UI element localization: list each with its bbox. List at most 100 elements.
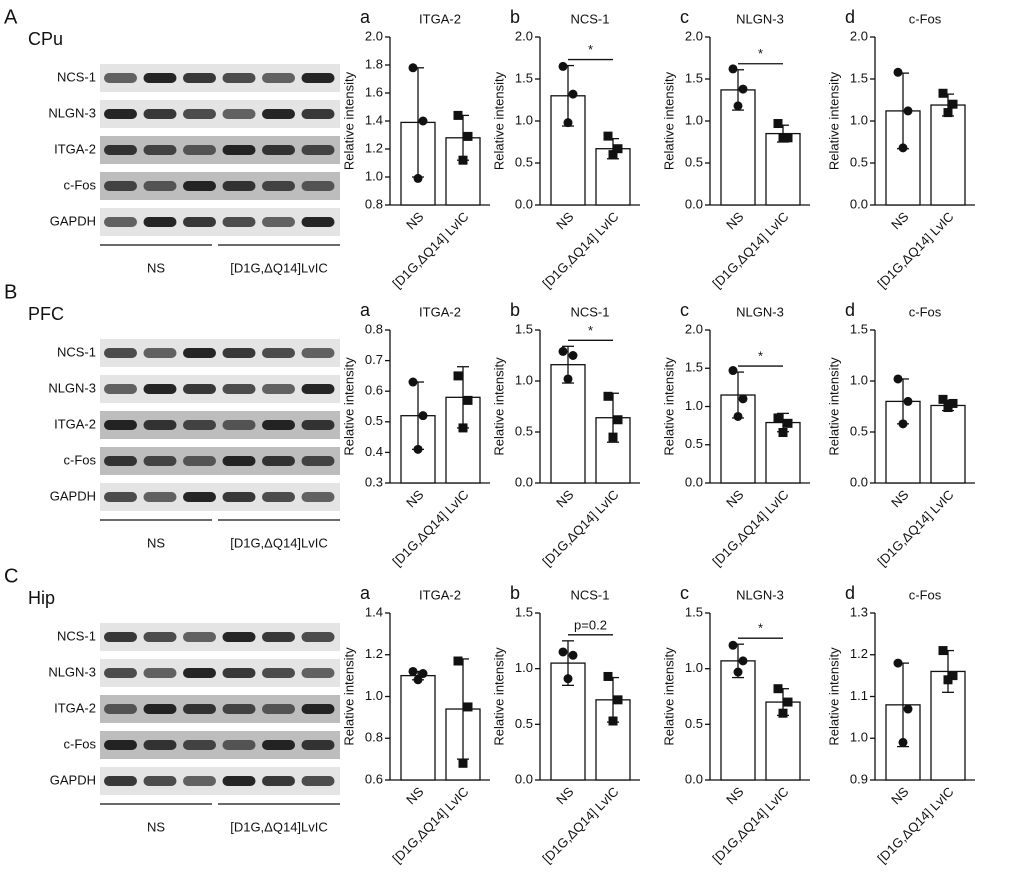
- blot-band: [222, 384, 256, 394]
- blot-strip: [100, 411, 340, 439]
- blot-band: [183, 668, 216, 678]
- chart-title: ITGA-2: [419, 304, 461, 319]
- blot-band: [143, 704, 177, 714]
- group-label: NS: [147, 535, 165, 550]
- panel-letter: d: [845, 300, 855, 320]
- blot-row-label: GAPDH: [50, 488, 96, 503]
- blot-band: [301, 668, 335, 678]
- blot-band: [222, 420, 256, 430]
- data-point: [408, 377, 418, 387]
- significance-label: p=0.2: [574, 617, 607, 632]
- bar: [930, 404, 966, 484]
- blot-band: [183, 704, 216, 714]
- y-tick-label: 1.8: [365, 56, 383, 71]
- panel-letter: d: [845, 7, 855, 27]
- data-point: [558, 61, 568, 71]
- blot-band: [104, 420, 137, 430]
- blot-band: [143, 73, 177, 83]
- data-point: [783, 133, 793, 143]
- blot-band: [104, 492, 137, 502]
- panel-letter: a: [360, 583, 371, 603]
- y-axis-label: Relative intensity: [341, 647, 356, 746]
- blot-band: [262, 181, 295, 191]
- data-point: [903, 106, 913, 116]
- y-tick-label: 1.0: [365, 168, 383, 183]
- blot-band: [222, 456, 256, 466]
- data-point: [733, 667, 743, 677]
- y-axis-label: Relative intensity: [826, 71, 841, 170]
- data-point: [463, 131, 473, 141]
- blot-band: [262, 704, 295, 714]
- blot-band: [183, 492, 216, 502]
- x-tick-label: NS: [403, 784, 427, 808]
- y-tick-label: 0.6: [365, 771, 383, 786]
- blot-band: [222, 740, 256, 750]
- blot-band: [104, 740, 137, 750]
- bar: [765, 132, 801, 206]
- y-tick-label: 1.0: [515, 112, 533, 127]
- data-point: [938, 88, 948, 98]
- blot-band: [143, 420, 177, 430]
- y-tick-label: 0.0: [515, 196, 533, 211]
- blot-band: [262, 668, 295, 678]
- data-point: [778, 708, 788, 718]
- data-point: [608, 716, 618, 726]
- blot-band: [262, 73, 295, 83]
- y-tick-label: 2.0: [685, 28, 703, 43]
- blot-band: [262, 456, 295, 466]
- region-label: Hip: [28, 588, 55, 608]
- chart-title: ITGA-2: [419, 587, 461, 602]
- y-tick-label: 1.5: [515, 321, 533, 336]
- group-label: [D1G,ΔQ14]LvIC: [230, 260, 328, 275]
- blot-band: [301, 420, 335, 430]
- blot-band: [143, 348, 177, 358]
- x-tick-label: [D1G,ΔQ14] LvIC: [709, 487, 791, 569]
- data-point: [733, 411, 743, 421]
- chart-title: NLGN-3: [736, 587, 784, 602]
- y-tick-label: 0.7: [365, 352, 383, 367]
- data-point: [893, 67, 903, 77]
- data-point: [738, 84, 748, 94]
- data-point: [413, 173, 423, 183]
- y-tick-label: 0.4: [365, 444, 383, 459]
- y-tick-label: 0.0: [685, 196, 703, 211]
- blot-band: [104, 181, 137, 191]
- data-point: [738, 656, 748, 666]
- blot-band: [183, 109, 216, 119]
- blot-strip: [100, 375, 340, 403]
- chart-title: NCS-1: [570, 11, 609, 26]
- blot-band: [183, 456, 216, 466]
- blot-strip: [100, 64, 340, 92]
- data-point: [408, 666, 418, 676]
- data-point: [568, 351, 578, 360]
- region-label: CPu: [28, 29, 63, 49]
- blot-band: [262, 145, 295, 155]
- blot-band: [301, 348, 335, 358]
- y-tick-label: 0.0: [850, 474, 868, 489]
- y-tick-label: 0.5: [685, 436, 703, 451]
- blot-row-label: NCS-1: [57, 628, 96, 643]
- data-point: [458, 423, 468, 433]
- panel-letter: b: [510, 300, 520, 320]
- data-point: [943, 403, 953, 413]
- data-point: [783, 418, 793, 428]
- blot-band: [262, 348, 295, 358]
- blot-strip: [100, 136, 340, 164]
- blot-band: [301, 492, 335, 502]
- data-point: [608, 150, 618, 160]
- data-point: [948, 99, 958, 109]
- blot-strip: [100, 172, 340, 200]
- y-tick-label: 1.0: [685, 112, 703, 127]
- y-tick-label: 1.5: [515, 70, 533, 85]
- blot-band: [104, 668, 137, 678]
- x-tick-label: NS: [888, 784, 912, 808]
- y-tick-label: 0.5: [515, 154, 533, 169]
- chart-title: NLGN-3: [736, 304, 784, 319]
- blot-band: [301, 704, 335, 714]
- data-point: [938, 394, 948, 404]
- data-point: [893, 374, 903, 384]
- data-point: [898, 737, 908, 747]
- y-tick-label: 1.5: [850, 70, 868, 85]
- y-axis-label: Relative intensity: [341, 357, 356, 456]
- blot-band: [183, 181, 216, 191]
